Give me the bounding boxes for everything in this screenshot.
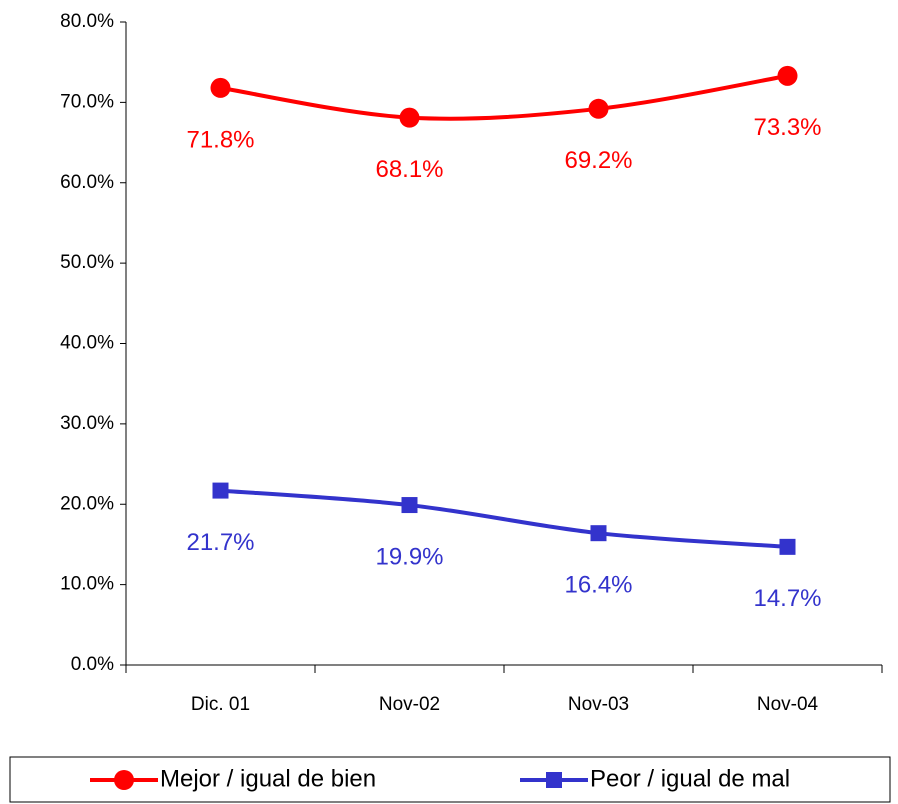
data-label: 16.4% bbox=[564, 572, 632, 599]
legend-label: Mejor / igual de bien bbox=[160, 765, 376, 792]
y-tick-label: 40.0% bbox=[60, 333, 114, 354]
data-label: 69.2% bbox=[564, 147, 632, 174]
x-tick-label: Nov-03 bbox=[568, 694, 629, 715]
y-tick-label: 10.0% bbox=[60, 574, 114, 595]
y-tick-label: 60.0% bbox=[60, 172, 114, 193]
legend-label: Peor / igual de mal bbox=[590, 765, 790, 792]
point bbox=[212, 482, 229, 499]
y-tick-label: 20.0% bbox=[60, 493, 114, 514]
data-label: 14.7% bbox=[753, 585, 821, 612]
y-tick-label: 70.0% bbox=[60, 91, 114, 112]
point bbox=[588, 98, 609, 119]
point bbox=[779, 538, 796, 555]
data-label: 73.3% bbox=[753, 114, 821, 141]
point bbox=[401, 497, 418, 514]
legend-marker bbox=[114, 770, 134, 790]
series-line bbox=[220, 73, 788, 121]
point bbox=[777, 65, 798, 86]
data-label: 19.9% bbox=[375, 543, 443, 570]
point bbox=[210, 77, 231, 98]
data-label: 21.7% bbox=[186, 529, 254, 556]
legend-marker bbox=[546, 772, 562, 788]
y-tick-label: 0.0% bbox=[71, 654, 114, 675]
y-tick-label: 50.0% bbox=[60, 252, 114, 273]
data-label: 68.1% bbox=[375, 156, 443, 183]
series-line bbox=[220, 488, 788, 549]
x-tick-label: Nov-04 bbox=[757, 694, 819, 715]
point bbox=[590, 525, 607, 542]
point bbox=[399, 107, 420, 128]
x-tick-label: Dic. 01 bbox=[191, 694, 250, 715]
x-tick-label: Nov-02 bbox=[379, 694, 440, 715]
y-tick-label: 80.0% bbox=[60, 11, 114, 32]
y-tick-label: 30.0% bbox=[60, 413, 114, 434]
data-label: 71.8% bbox=[186, 126, 254, 153]
